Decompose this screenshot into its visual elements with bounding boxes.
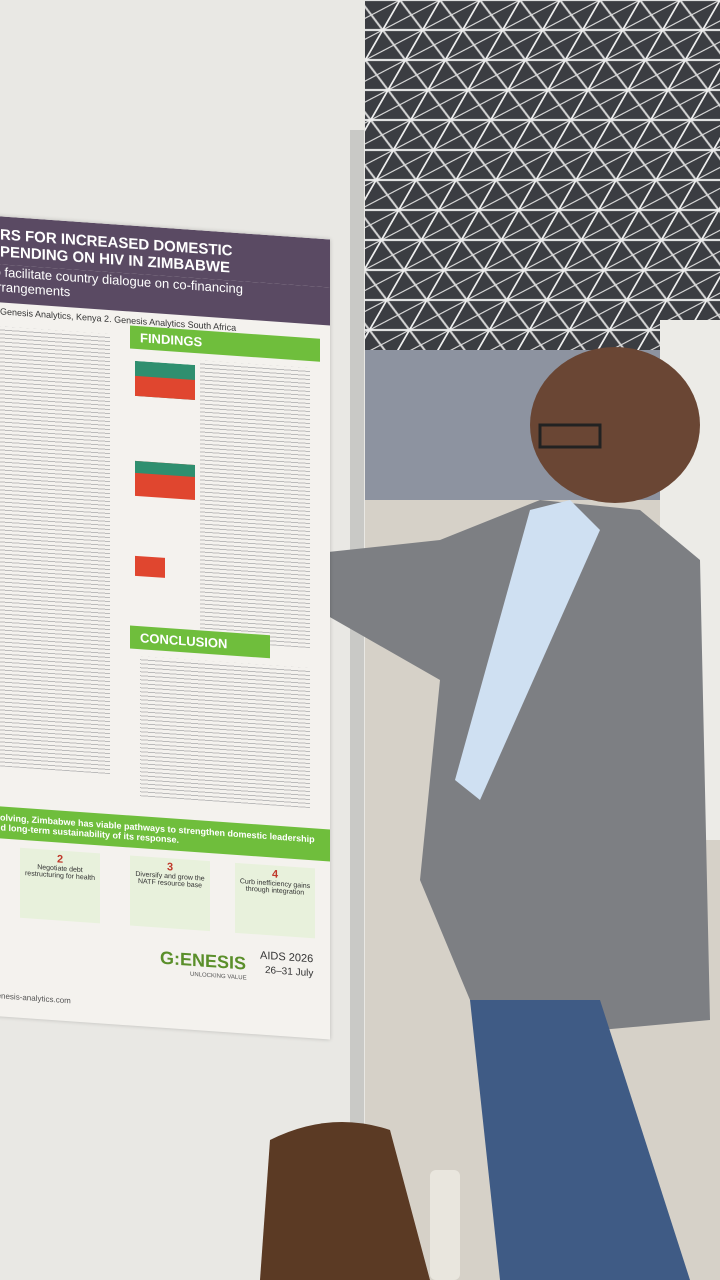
jeans bbox=[470, 1000, 690, 1280]
email: @genesis-analytics.com bbox=[0, 990, 71, 1006]
bag bbox=[260, 1122, 430, 1280]
conclusion-text bbox=[140, 656, 310, 809]
methods-text bbox=[0, 325, 110, 775]
findings-text bbox=[200, 360, 310, 649]
recommendation-text: Negotiate debt restructuring for health bbox=[24, 864, 96, 883]
recommendation: 3 Diversify and grow the NATF resource ba… bbox=[130, 855, 210, 932]
recommendation: 4 Curb inefficiency gains through integra… bbox=[235, 862, 315, 939]
conference: AIDS 2026 bbox=[260, 949, 314, 966]
head bbox=[530, 347, 700, 503]
conference-dates: 26–31 July bbox=[265, 964, 314, 980]
poster: ERS FOR INCREASED DOMESTIC SPENDING ON H… bbox=[0, 215, 330, 1040]
recommendation: 2 Negotiate debt restructuring for health bbox=[20, 847, 100, 924]
board-frame bbox=[350, 130, 364, 1280]
logo: G:ENESIS bbox=[160, 947, 247, 974]
shirt bbox=[455, 500, 600, 800]
findings-charts bbox=[135, 360, 195, 578]
water-bottle bbox=[430, 1170, 460, 1280]
glasses bbox=[538, 423, 602, 449]
